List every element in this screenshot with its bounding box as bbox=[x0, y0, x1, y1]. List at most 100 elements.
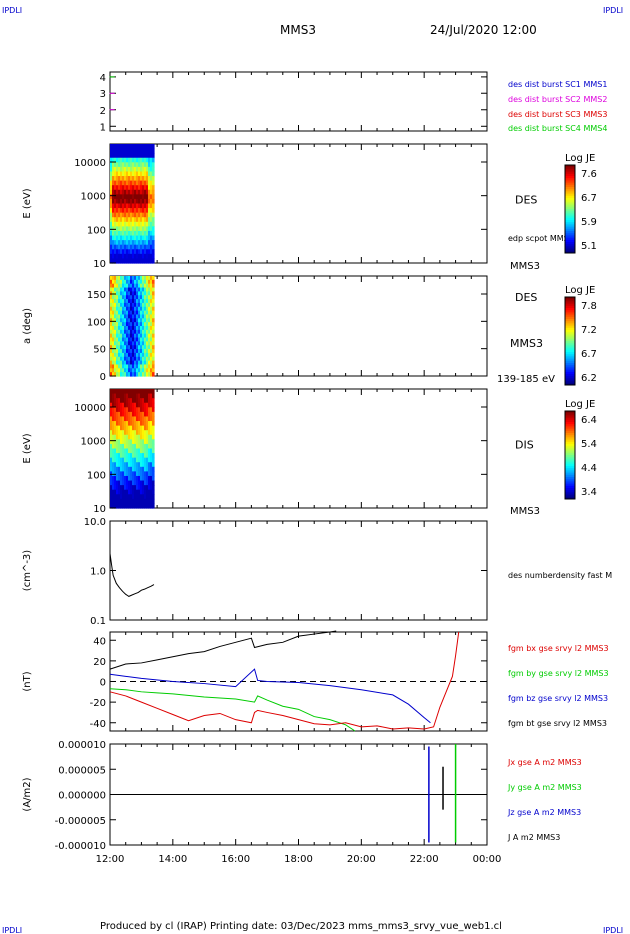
spectrogram-cell bbox=[139, 393, 143, 399]
spectrogram-cell bbox=[145, 498, 149, 505]
spectrogram-cell bbox=[151, 480, 155, 486]
spectrogram-cell bbox=[127, 421, 131, 427]
spectrogram-cell bbox=[131, 333, 135, 339]
spectrogram-cell bbox=[129, 153, 133, 159]
spectrogram-cell bbox=[117, 475, 121, 482]
spectrogram-cell bbox=[119, 494, 123, 500]
spectrogram-cell bbox=[131, 368, 135, 373]
colorbar-2-swatch bbox=[565, 242, 575, 245]
spectrogram-cell bbox=[119, 291, 123, 296]
spectrogram-cell bbox=[149, 208, 153, 214]
spectrogram-cell bbox=[149, 306, 153, 312]
spectrogram-cell bbox=[133, 244, 137, 250]
spectrogram-cell bbox=[137, 475, 141, 482]
spectrogram-cell bbox=[133, 306, 137, 312]
spectrogram-cell bbox=[141, 453, 145, 459]
spectrogram-cell bbox=[139, 407, 143, 413]
spectrogram-cell bbox=[133, 503, 137, 509]
spectrogram-cell bbox=[119, 398, 123, 404]
spectrogram-cell bbox=[121, 372, 125, 377]
colorbar-3-tick-label: 6.7 bbox=[581, 349, 597, 360]
colorbar-4-swatch bbox=[565, 470, 575, 474]
spectrogram-cell bbox=[149, 402, 153, 408]
spectrogram-cell bbox=[135, 322, 139, 327]
spectrogram-cell bbox=[127, 208, 131, 214]
spectrogram-cell bbox=[147, 148, 151, 154]
spectrogram-cell bbox=[135, 498, 139, 505]
spectrogram-cell bbox=[125, 144, 129, 150]
spectrogram-cell bbox=[121, 439, 125, 445]
spectrogram-cell bbox=[133, 494, 137, 500]
spectrogram-cell bbox=[121, 194, 125, 200]
spectrogram-cell bbox=[147, 389, 151, 395]
spectrogram-cell bbox=[151, 171, 155, 177]
spectrogram-cell bbox=[147, 208, 151, 214]
spectrogram-cell bbox=[119, 144, 123, 150]
spectrogram-cell bbox=[127, 194, 131, 200]
spectrogram-cell bbox=[143, 457, 147, 463]
spectrogram-cell bbox=[117, 322, 121, 327]
spectrogram-cell bbox=[143, 364, 147, 369]
colorbar-4-swatch bbox=[565, 435, 575, 438]
colorbar-3-tick-label: 7.2 bbox=[581, 325, 597, 336]
colorbar-4-swatch bbox=[565, 477, 575, 480]
spectrogram-cell bbox=[127, 471, 131, 477]
spectrogram-cell bbox=[121, 494, 125, 500]
spectrogram-cell bbox=[133, 299, 137, 304]
spectrogram-cell bbox=[119, 318, 123, 323]
spectrogram-cell bbox=[111, 244, 115, 250]
spectrogram-cell bbox=[143, 322, 147, 327]
spectrogram-cell bbox=[115, 310, 119, 316]
spectrogram-cell bbox=[119, 295, 123, 300]
spectrogram-cell bbox=[131, 364, 135, 369]
spectrogram-cell bbox=[110, 337, 113, 342]
spectrogram-cell bbox=[115, 144, 119, 150]
spectrogram-cell bbox=[123, 276, 127, 281]
spectrogram-cell bbox=[141, 302, 145, 308]
spectrogram-cell bbox=[149, 235, 153, 241]
x-tick-label: 00:00 bbox=[473, 854, 502, 865]
spectrogram-cell bbox=[125, 279, 129, 285]
spectrogram-cell bbox=[145, 291, 149, 296]
spectrogram-cell bbox=[141, 466, 145, 472]
spectrogram-cell bbox=[131, 494, 135, 500]
spectrogram-cell bbox=[111, 425, 115, 431]
spectrogram-cell bbox=[123, 212, 127, 218]
colorbar-2-swatch bbox=[565, 206, 575, 210]
spectrogram-cell bbox=[115, 349, 119, 354]
spectrogram-cell bbox=[143, 411, 147, 418]
panel-5-ytick-label: 0.1 bbox=[90, 616, 106, 627]
spectrogram-cell bbox=[135, 212, 139, 218]
spectrogram-cell bbox=[117, 466, 121, 472]
spectrogram-cell bbox=[125, 485, 129, 491]
spectrogram-cell bbox=[119, 258, 123, 264]
spectrogram-cell bbox=[151, 318, 155, 323]
spectrogram-cell bbox=[117, 352, 121, 358]
panel-7-legend-entry: J A m2 MMS3 bbox=[507, 833, 560, 842]
spectrogram-cell bbox=[117, 283, 121, 289]
spectrogram-cell bbox=[119, 393, 123, 399]
spectrogram-cell bbox=[123, 279, 127, 285]
corner-label-br: IPDLI bbox=[603, 926, 623, 934]
x-tick-label: 18:00 bbox=[284, 854, 313, 865]
colorbar-3-swatch bbox=[565, 323, 575, 327]
spectrogram-cell bbox=[129, 480, 133, 486]
spectrogram-cell bbox=[151, 434, 155, 440]
spectrogram-cell bbox=[110, 230, 113, 237]
spectrogram-cell bbox=[129, 345, 133, 350]
spectrogram-cell bbox=[119, 249, 123, 255]
spectrogram-cell bbox=[145, 389, 149, 395]
spectrogram-cell bbox=[133, 485, 137, 491]
spectrogram-cell bbox=[151, 326, 155, 331]
spectrogram-cell bbox=[127, 306, 131, 312]
spectrogram-cell bbox=[133, 360, 137, 366]
spectrogram-cell bbox=[111, 258, 115, 264]
spectrogram-cell bbox=[110, 393, 113, 399]
spectrogram-cell bbox=[133, 322, 137, 327]
spectrogram-cell bbox=[121, 299, 125, 304]
spectrogram-cell bbox=[133, 416, 137, 422]
spectrogram-cell bbox=[151, 453, 155, 459]
spectrogram-cell bbox=[131, 166, 135, 173]
spectrogram-cell bbox=[143, 466, 147, 472]
spectrogram-cell bbox=[141, 345, 145, 350]
